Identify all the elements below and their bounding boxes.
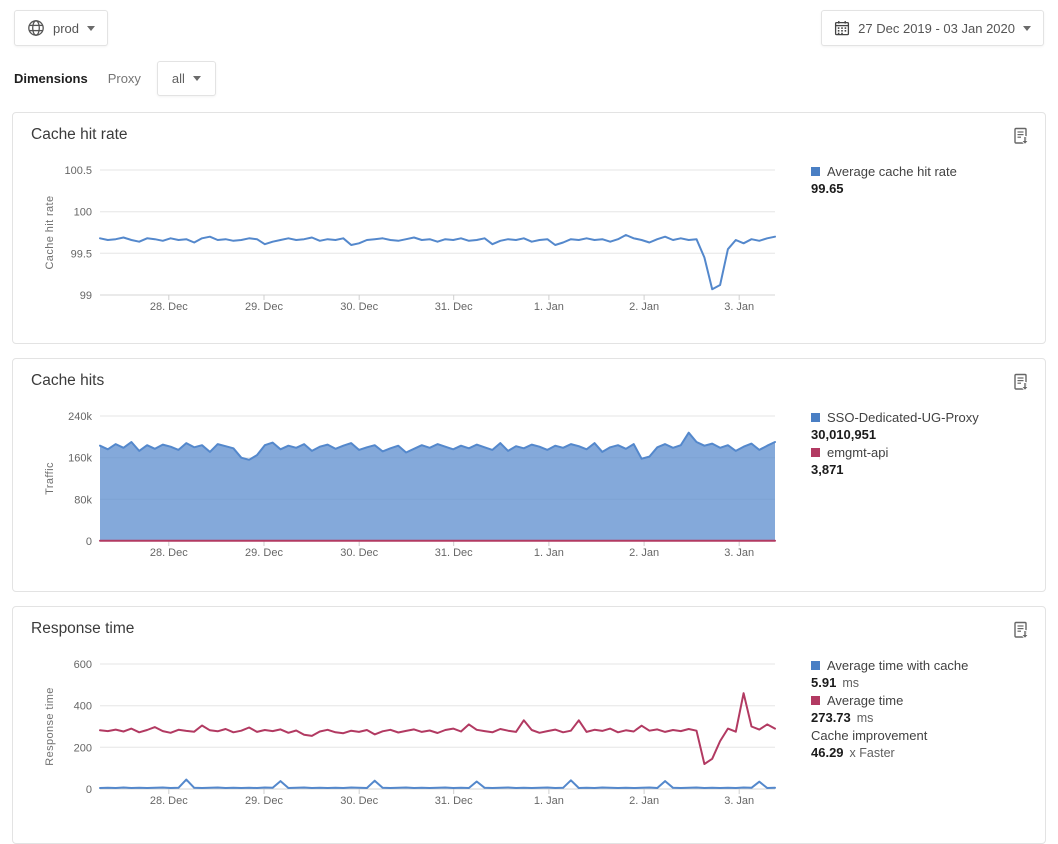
cache-hits-chart: 240k 160k 80k 0 28. Dec 29. Dec 30. Dec 31. Dec… [15,403,805,569]
panel-title: Cache hit rate [31,126,128,144]
svg-text:1. Jan: 1. Jan [534,547,564,559]
svg-text:3. Jan: 3. Jan [724,547,754,559]
svg-text:31. Dec: 31. Dec [435,547,473,559]
chevron-down-icon [1023,26,1031,31]
svg-text:2. Jan: 2. Jan [629,795,659,807]
svg-text:3. Jan: 3. Jan [724,301,754,313]
legend-series-value: 3,871 [811,461,1036,479]
legend-value-unit: ms [857,711,874,725]
svg-text:400: 400 [74,701,92,713]
legend-swatch [811,448,820,457]
legend-value-unit: ms [842,676,859,690]
legend-swatch [811,167,820,176]
svg-text:80k: 80k [74,494,92,506]
legend-item-label[interactable]: Average cache hit rate [811,163,1036,180]
export-report-icon [1013,621,1031,641]
svg-text:Traffic: Traffic [44,462,56,495]
legend-item-label[interactable]: Average time with cache [811,657,1036,674]
svg-text:29. Dec: 29. Dec [245,301,283,313]
legend-swatch [811,696,820,705]
legend-series-name: Average time with cache [827,657,968,674]
svg-text:2. Jan: 2. Jan [629,301,659,313]
legend-series-value: 273.73ms [811,709,1036,727]
legend-series-value: 46.29x Faster [811,744,1036,762]
svg-text:2. Jan: 2. Jan [629,547,659,559]
legend-item-label[interactable]: Average time [811,692,1036,709]
svg-text:29. Dec: 29. Dec [245,547,283,559]
svg-text:28. Dec: 28. Dec [150,547,188,559]
proxy-filter-dropdown[interactable]: all [157,61,216,96]
svg-text:100.5: 100.5 [64,165,92,177]
proxy-filter-value: all [172,71,185,86]
panel-cache-hit-rate: Cache hit rate 100.5 100 99.5 99 28. Dec 29. … [12,112,1046,344]
calendar-icon [834,20,850,36]
panel-title: Response time [31,620,134,638]
legend-series-name: Average time [827,692,903,709]
svg-text:99: 99 [80,290,92,302]
svg-text:160k: 160k [68,453,92,465]
legend-series-name: Cache improvement [811,727,927,744]
export-report-icon [1013,127,1031,147]
svg-text:30. Dec: 30. Dec [340,795,378,807]
svg-text:Response time: Response time [44,687,56,766]
svg-text:100: 100 [74,207,92,219]
dimensions-bar: Dimensions Proxy all [14,60,216,96]
legend-series-value: 30,010,951 [811,426,1036,444]
legend-item-label[interactable]: emgmt-api [811,444,1036,461]
panel-response-time: Response time 600 400 200 0 28. Dec 29. Dec 30… [12,606,1046,844]
legend-series-name: Average cache hit rate [827,163,957,180]
dimensions-label: Dimensions [14,71,88,86]
legend-series-value: 99.65 [811,180,1036,198]
svg-text:1. Jan: 1. Jan [534,795,564,807]
panel-title: Cache hits [31,372,104,390]
svg-text:28. Dec: 28. Dec [150,301,188,313]
svg-text:240k: 240k [68,411,92,423]
date-range-label: 27 Dec 2019 - 03 Jan 2020 [858,21,1015,36]
svg-text:29. Dec: 29. Dec [245,795,283,807]
svg-text:3. Jan: 3. Jan [724,795,754,807]
chevron-down-icon [87,26,95,31]
chart-legend: SSO-Dedicated-UG-Proxy30,010,951emgmt-ap… [811,409,1036,479]
legend-series-value: 5.91ms [811,674,1036,692]
svg-text:31. Dec: 31. Dec [435,795,473,807]
export-report-icon [1013,373,1031,393]
svg-text:99.5: 99.5 [71,248,92,260]
svg-text:31. Dec: 31. Dec [435,301,473,313]
cache-hit-rate-chart: 100.5 100 99.5 99 28. Dec 29. Dec 30. Dec 31. D… [15,157,805,323]
svg-text:0: 0 [86,784,92,796]
legend-item-label[interactable]: SSO-Dedicated-UG-Proxy [811,409,1036,426]
analytics-dashboard: prod 27 Dec 2019 - 03 Jan 2020 Dimension… [0,0,1058,830]
legend-value-unit: x Faster [850,746,895,760]
export-report-button[interactable] [1011,125,1033,152]
globe-icon [27,19,45,37]
legend-item-label: Cache improvement [811,727,1036,744]
svg-text:200: 200 [74,742,92,754]
legend-series-name: SSO-Dedicated-UG-Proxy [827,409,979,426]
svg-text:28. Dec: 28. Dec [150,795,188,807]
svg-text:0: 0 [86,536,92,548]
date-range-selector[interactable]: 27 Dec 2019 - 03 Jan 2020 [821,10,1044,46]
svg-text:30. Dec: 30. Dec [340,301,378,313]
legend-series-name: emgmt-api [827,444,888,461]
chevron-down-icon [193,76,201,81]
environment-selector[interactable]: prod [14,10,108,46]
panel-cache-hits: Cache hits 240k 160k 80k 0 28. Dec 29. Dec 30.… [12,358,1046,592]
export-report-button[interactable] [1011,371,1033,398]
svg-text:600: 600 [74,659,92,671]
chart-legend: Average time with cache5.91msAverage tim… [811,657,1036,762]
chart-legend: Average cache hit rate99.65 [811,163,1036,198]
export-report-button[interactable] [1011,619,1033,646]
legend-swatch [811,413,820,422]
svg-text:30. Dec: 30. Dec [340,547,378,559]
environment-label: prod [53,21,79,36]
legend-swatch [811,661,820,670]
svg-text:Cache hit rate: Cache hit rate [44,195,56,269]
svg-text:1. Jan: 1. Jan [534,301,564,313]
response-time-chart: 600 400 200 0 28. Dec 29. Dec 30. Dec 31. Dec 1.… [15,651,805,817]
dimension-name-label: Proxy [108,71,141,86]
